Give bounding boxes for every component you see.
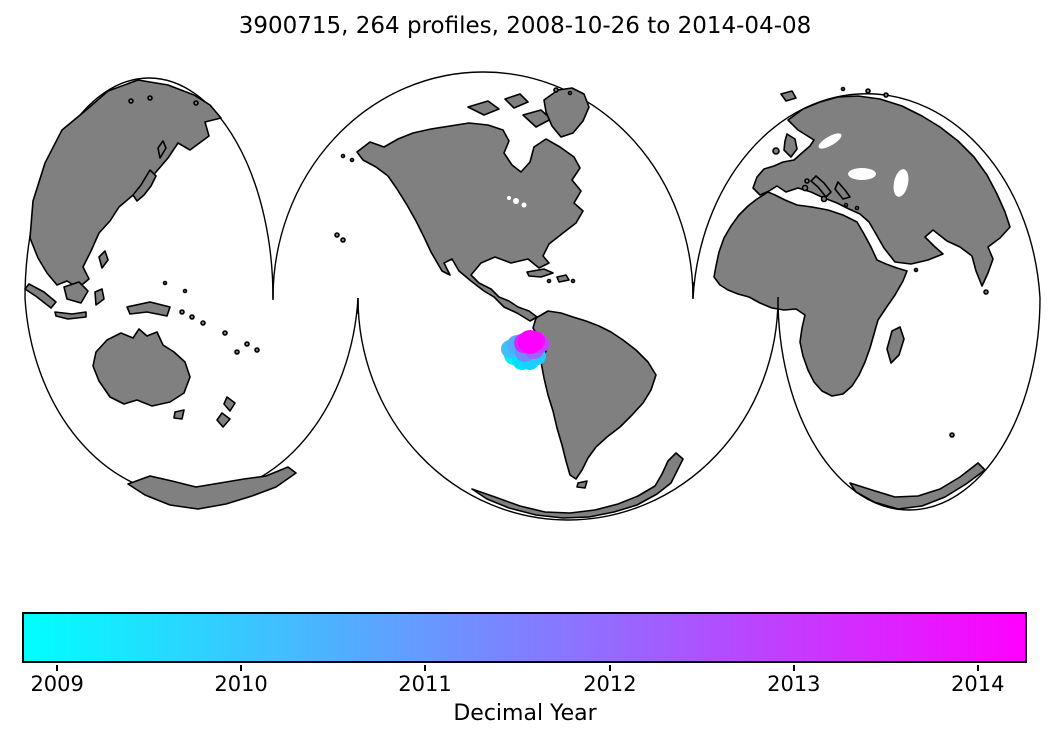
island-hawaii	[340, 237, 346, 243]
arctic-island-dot	[128, 98, 134, 104]
arctic-archipelago-island	[467, 100, 500, 116]
colorbar-tick-mark	[608, 665, 611, 671]
island-ireland	[772, 147, 780, 155]
island-borneo	[63, 281, 89, 304]
colorbar-tick-label: 2013	[767, 672, 821, 696]
caribbean-island-dot	[546, 278, 552, 284]
island-kerguelen	[949, 432, 955, 438]
island-corsica	[804, 178, 810, 184]
pacific-island-dot	[254, 347, 260, 353]
island-sardinia	[801, 184, 809, 192]
arctic-island-dot	[147, 95, 153, 101]
island-greenland	[543, 87, 590, 138]
colorbar-tick-label: 2014	[951, 672, 1005, 696]
colorbar	[22, 612, 1027, 663]
projection-cusp-lines	[272, 282, 779, 314]
pacific-island-dot	[200, 320, 206, 326]
pacific-island-dot	[179, 309, 185, 315]
continent-africa	[713, 191, 908, 397]
island-sakhalin	[157, 140, 167, 159]
black-sea	[848, 168, 876, 180]
continent-south-america	[532, 310, 657, 480]
pacific-island-dot	[162, 280, 168, 286]
great-lakes	[507, 196, 511, 200]
island-new-zealand-north	[223, 396, 236, 412]
peninsula-greece	[834, 181, 851, 200]
pacific-island-dot	[234, 349, 240, 355]
colorbar-tick-label: 2009	[30, 672, 84, 696]
arctic-island-dot	[883, 92, 889, 98]
island-madagascar	[886, 326, 905, 364]
continent-australia	[92, 328, 191, 407]
island-new-zealand-south	[216, 412, 231, 428]
colorbar-tick-mark	[976, 665, 979, 671]
colorbar-tick-mark	[56, 665, 59, 671]
island-java	[54, 311, 87, 320]
arctic-archipelago-island	[504, 93, 529, 109]
profile-point	[518, 330, 542, 354]
island-great-britain	[783, 133, 798, 158]
profile-points	[501, 330, 549, 370]
antarctica-middle-lobe	[471, 452, 684, 519]
caribbean-island-dot	[570, 278, 576, 284]
island-sumatra	[24, 283, 57, 309]
island-cuba	[526, 268, 554, 278]
great-lakes	[513, 198, 519, 204]
island-japan	[132, 169, 157, 202]
island-philippines	[98, 250, 109, 269]
colorbar-axis: 2009 2010 2011 2012 2013 2014	[22, 663, 1027, 723]
island-tierra-del-fuego	[576, 480, 588, 489]
island-tasmania	[173, 409, 185, 420]
aleutian-island-dot	[349, 157, 355, 163]
continent-eurasia	[752, 95, 1011, 287]
colorbar-axis-label: Decimal Year	[453, 701, 597, 726]
island-sulawesi	[94, 288, 105, 306]
colorbar-tick-label: 2011	[398, 672, 452, 696]
island-hawaii	[334, 232, 340, 238]
antarctica-left-lobe	[127, 466, 297, 510]
colorbar-tick-mark	[240, 665, 243, 671]
arctic-island-dot	[553, 87, 559, 93]
colorbar-tick-label: 2012	[583, 672, 637, 696]
island-iceland	[780, 90, 797, 102]
landmasses	[24, 79, 1011, 519]
pacific-island-dot	[189, 314, 195, 320]
arctic-island-dot	[865, 88, 871, 94]
pacific-island-dot	[222, 330, 228, 336]
caspian-sea	[893, 169, 909, 197]
island-crete	[843, 202, 849, 208]
pacific-island-dot	[244, 341, 250, 347]
great-lakes	[521, 202, 527, 208]
pacific-island-dot	[182, 288, 188, 294]
continent-asia	[29, 79, 222, 289]
island-sri-lanka	[983, 289, 989, 295]
arctic-island-dot	[193, 100, 199, 106]
antarctica-right-lobe	[849, 462, 986, 510]
island-new-guinea	[126, 301, 171, 317]
arctic-island-dot	[840, 86, 846, 92]
baltic-sea	[818, 133, 842, 149]
figure-title: 3900715, 264 profiles, 2008-10-26 to 201…	[238, 13, 812, 39]
island-sicily	[820, 195, 828, 203]
colorbar-tick-mark	[792, 665, 795, 671]
arctic-island-dot	[567, 90, 573, 96]
island-cyprus	[854, 205, 860, 211]
island-socotra	[913, 267, 919, 273]
island-hispaniola	[556, 274, 570, 283]
colorbar-tick-mark	[424, 665, 426, 671]
aleutian-island-dot	[340, 153, 346, 159]
colorbar-tick-label: 2010	[214, 672, 268, 696]
continent-north-america	[356, 122, 584, 322]
